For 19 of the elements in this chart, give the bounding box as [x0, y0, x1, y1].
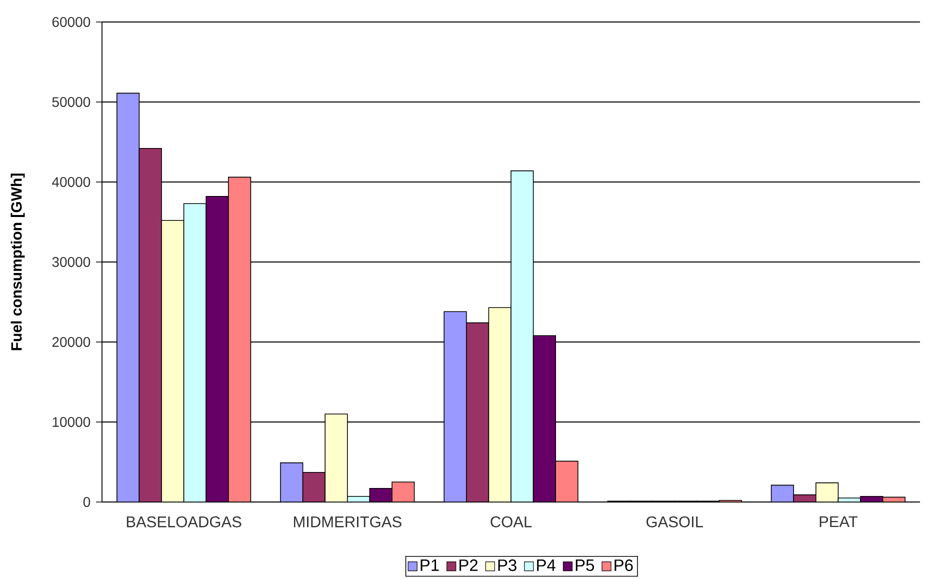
- legend-label: P6: [614, 559, 633, 572]
- y-tick-label: 10000: [52, 417, 90, 427]
- y-tick-label: 0: [83, 497, 90, 507]
- y-tick-label: 40000: [52, 177, 90, 187]
- y-tick-label: 60000: [52, 17, 90, 27]
- x-tick-label: GASOIL: [646, 516, 703, 528]
- y-tick-label: 50000: [52, 97, 90, 107]
- y-tick-label: 30000: [52, 257, 90, 267]
- legend-label: P4: [537, 559, 556, 571]
- y-axis-title: Fuel consumption [GWh]: [10, 174, 25, 350]
- x-tick-label: BASELOADGAS: [126, 516, 242, 528]
- legend-label: P2: [460, 559, 478, 571]
- x-tick-label: PEAT: [820, 516, 858, 528]
- legend-label: P1: [420, 559, 439, 571]
- y-tick-label: 20000: [52, 337, 90, 347]
- x-tick-label: MIDMERITGAS: [294, 516, 402, 528]
- legend-label: P3: [498, 559, 516, 572]
- legend-label: P5: [576, 559, 594, 571]
- x-tick-label: COAL: [490, 516, 532, 528]
